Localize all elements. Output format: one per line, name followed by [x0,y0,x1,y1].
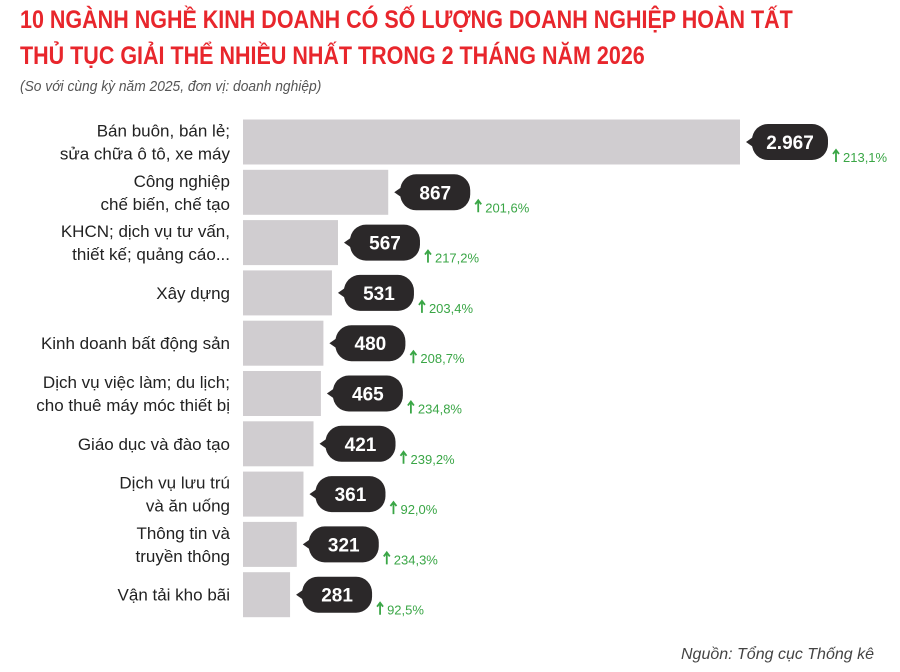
value-bubble [332,375,403,412]
arrow-up-icon [409,349,418,364]
chart-title-line-1: 10 NGÀNH NGHỀ KINH DOANH CÓ SỐ LƯỢNG DOA… [20,6,793,34]
category-label: Giáo dục và đào tạo [78,435,230,454]
chart-subtitle: (So với cùng kỳ năm 2025, đơn vị: doanh … [20,78,322,95]
arrow-up-icon [389,500,398,515]
bar [243,119,740,165]
bar [243,220,338,266]
bar [243,371,321,416]
arrow-up-icon [376,601,384,615]
category-label: sửa chữa ô tô, xe máy [60,145,231,164]
arrow-up-icon [832,148,840,162]
bar [243,270,332,316]
category-label: Kinh doanh bất động sản [41,334,230,353]
value-bubble [325,425,396,462]
arrow-up-icon [399,450,408,464]
value-label: 421 [345,435,377,456]
value-bubble [302,576,373,613]
value-label: 361 [335,485,367,506]
change-label: 201,6% [485,200,530,215]
category-label: Dịch vụ lưu trú [119,474,230,493]
change-label: 239,2% [411,452,456,467]
category-label: Xây dựng [156,284,230,303]
arrow-up-icon [424,249,432,263]
arrow-up-icon [407,400,415,414]
category-label: Dịch vụ việc làm; du lịch; [43,373,230,392]
bar [243,421,314,467]
change-label: 234,8% [418,402,463,417]
change-label: 208,7% [420,351,465,366]
arrow-up-icon [383,550,391,565]
category-label: Vận tải kho bãi [118,586,230,605]
bar [243,521,297,567]
bar [243,471,304,517]
bar [243,572,291,618]
change-label: 234,3% [394,552,439,567]
change-label: 92,0% [400,502,437,517]
category-label: thiết kế; quảng cáo... [72,245,230,264]
value-bubble [400,174,471,211]
change-label: 203,4% [429,301,474,316]
value-label: 567 [369,234,401,255]
value-label: 321 [328,535,360,556]
value-bubble [315,476,386,513]
value-bubble [343,274,414,311]
chart-title-line-2: THỦ TỤC GIẢI THỂ NHIỀU NHẤT TRONG 2 THÁN… [20,42,645,70]
category-label: truyền thông [135,547,230,566]
value-label: 480 [355,334,387,355]
change-label: 217,2% [435,251,480,266]
category-label: Công nghiệp [134,172,230,191]
source-note: Nguồn: Tổng cục Thống kê [680,646,874,663]
bar [243,169,389,215]
category-label: cho thuê máy móc thiết bị [36,396,230,415]
value-label: 867 [419,183,451,204]
category-label: Thông tin và [136,524,230,543]
category-label: và ăn uống [146,497,230,516]
arrow-up-icon [418,299,426,313]
value-label: 531 [363,284,395,305]
category-label: Bán buôn, bán lẻ; [97,122,230,141]
value-bubble [308,526,379,563]
bar [243,320,324,366]
value-bubble [349,224,420,261]
value-label: 2.967 [766,133,814,154]
value-label: 465 [352,385,384,406]
value-bubble [752,124,828,160]
category-label: chế biến, chế tạo [101,195,230,214]
value-bubble [335,325,406,362]
arrow-up-icon [474,198,482,213]
category-label: KHCN; dịch vụ tư vấn, [61,222,230,241]
change-label: 92,5% [387,603,424,618]
value-label: 281 [321,586,353,607]
change-label: 213,1% [843,150,888,165]
